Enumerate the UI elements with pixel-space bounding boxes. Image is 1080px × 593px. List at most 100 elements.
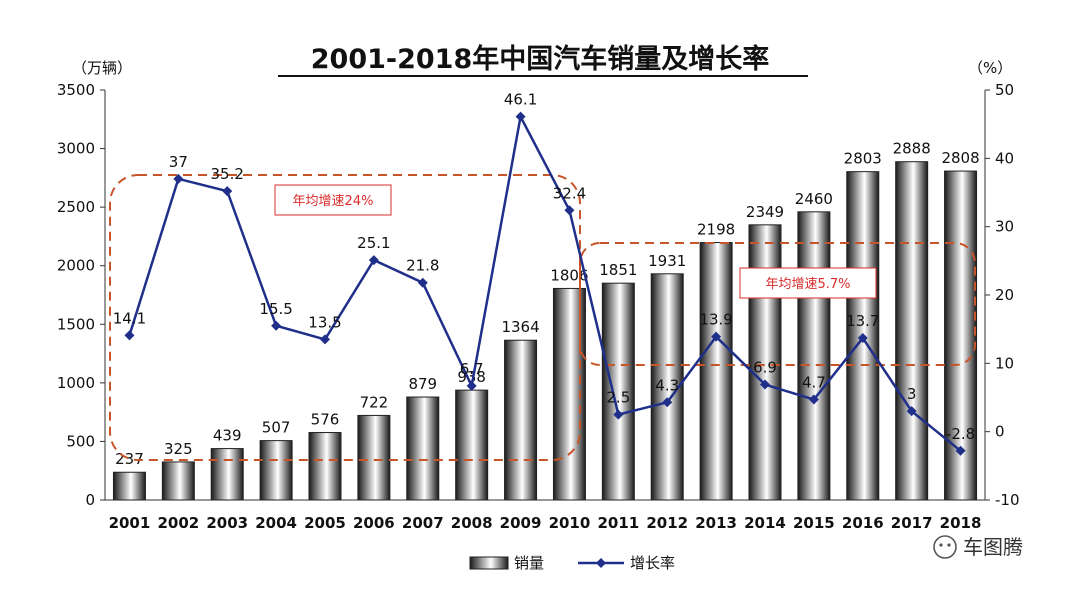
growth-point (417, 277, 428, 288)
sales-bar-label: 2888 (893, 140, 931, 158)
growth-point (613, 409, 624, 420)
growth-point (662, 397, 673, 408)
right-tick-label: 40 (995, 149, 1014, 167)
growth-point-label: 6.7 (460, 360, 484, 378)
x-tick-label: 2011 (597, 514, 639, 532)
growth-point (320, 334, 330, 345)
growth-point-label: 37 (169, 153, 188, 171)
sales-bar (504, 339, 538, 501)
sales-bar (357, 414, 391, 501)
sales-bar-label: 507 (262, 419, 291, 437)
x-tick-label: 2018 (940, 514, 982, 532)
left-tick-label: 2000 (57, 257, 95, 275)
x-tick-label: 2006 (353, 514, 395, 532)
sales-bar-label: 2198 (697, 221, 735, 239)
left-tick-label: 3500 (57, 81, 95, 99)
right-tick-label: 10 (995, 354, 1014, 372)
watermark-text: 车图腾 (963, 535, 1023, 559)
growth-point (808, 394, 819, 405)
growth-point-label: 32.4 (553, 184, 586, 202)
growth-labels: 14.1 37 35.2 15.5 13.5 25.1 21.8 6.7 46.1 32.4 2.5… (113, 91, 975, 443)
growth-point-label: 21.8 (406, 257, 439, 275)
growth-point-label: -2.8 (946, 425, 975, 443)
bars (112, 161, 978, 501)
growth-point-label: 15.5 (259, 300, 292, 318)
x-tick-label: 2010 (549, 514, 591, 532)
annotation-label-2: 年均增速5.7% (765, 277, 850, 292)
legend-line-label: 增长率 (630, 554, 675, 572)
growth-point-label: 46.1 (504, 91, 537, 109)
sales-bar (406, 396, 440, 501)
growth-point-label: 2.5 (606, 389, 630, 407)
growth-point-label: 13.9 (699, 311, 732, 329)
right-axis-unit: （%） (968, 59, 1012, 77)
sales-bar-label: 2349 (746, 203, 784, 221)
sales-bar-label: 1364 (501, 318, 539, 336)
x-tick-label: 2009 (500, 514, 542, 532)
legend-bar-label: 销量 (514, 554, 544, 572)
sales-bar (259, 440, 293, 501)
growth-point (124, 330, 135, 341)
sales-bar (210, 448, 244, 501)
growth-point (760, 379, 770, 390)
growth-point-label: 35.2 (211, 165, 244, 183)
sales-bar (699, 242, 733, 501)
x-tick-label: 2002 (157, 514, 199, 532)
growth-point (515, 111, 526, 122)
x-tick-label: 2015 (793, 514, 835, 532)
sales-bar-label: 1806 (550, 266, 588, 284)
right-tick-label: -10 (995, 491, 1020, 509)
x-tick-label: 2016 (842, 514, 884, 532)
sales-bar-label: 576 (311, 411, 340, 429)
left-tick-label: 2500 (57, 198, 95, 216)
growth-point-label: 6.9 (753, 359, 777, 377)
sales-bar-label: 325 (164, 440, 193, 458)
annotation-box-1 (109, 174, 581, 461)
growth-point-label: 25.1 (357, 234, 390, 252)
left-axis-unit: （万辆） (72, 59, 132, 77)
wechat-icon-eye-2 (947, 543, 951, 547)
legend: 销量 增长率 (469, 554, 675, 572)
annotation-label-1: 年均增速24% (293, 194, 374, 209)
left-tick-label: 1500 (57, 315, 95, 333)
x-axis-ticks: 2001 2002 2003 2004 2005 2006 2007 2008 2009 2010… (109, 514, 982, 532)
x-tick-label: 2003 (206, 514, 248, 532)
growth-point-label: 4.3 (655, 376, 679, 394)
sales-bar-label: 1851 (599, 261, 637, 279)
annotation-label-box-2 (739, 267, 877, 299)
x-tick-label: 2012 (646, 514, 688, 532)
x-tick-label: 2004 (255, 514, 297, 532)
legend-bar-swatch (469, 556, 509, 570)
growth-line-path (128, 112, 962, 452)
growth-point (857, 333, 868, 344)
annotations: 年均增速24% 年均增速5.7% (109, 174, 976, 461)
growth-point-label: 3 (907, 385, 917, 403)
growth-point-label: 13.7 (846, 312, 879, 330)
left-tick-label: 1000 (57, 374, 95, 392)
right-tick-label: 30 (995, 218, 1014, 236)
x-tick-label: 2001 (109, 514, 151, 532)
annotation-label-box-1 (274, 184, 392, 216)
right-tick-label: 50 (995, 81, 1014, 99)
x-tick-label: 2013 (695, 514, 737, 532)
x-tick-label: 2017 (891, 514, 933, 532)
right-tick-label: 20 (995, 286, 1014, 304)
sales-bar (308, 432, 342, 501)
sales-bar (895, 161, 929, 501)
growth-point (466, 380, 477, 391)
sales-bar (944, 170, 978, 501)
chart-title: 2001-2018年中国汽车销量及增长率 (311, 43, 770, 75)
x-tick-label: 2008 (451, 514, 493, 532)
sales-bar-label: 879 (408, 375, 437, 393)
right-axis-ticks: -10 0 10 20 30 40 50 (985, 81, 1020, 509)
left-tick-label: 0 (85, 491, 95, 509)
sales-bar-label: 2808 (941, 149, 979, 167)
wechat-icon (933, 535, 957, 559)
growth-point (222, 186, 233, 197)
growth-point (564, 205, 575, 216)
sales-bar-label: 2803 (844, 150, 882, 168)
right-tick-label: 0 (995, 423, 1005, 441)
growth-point (271, 320, 282, 331)
growth-point-label: 14.1 (113, 309, 146, 327)
